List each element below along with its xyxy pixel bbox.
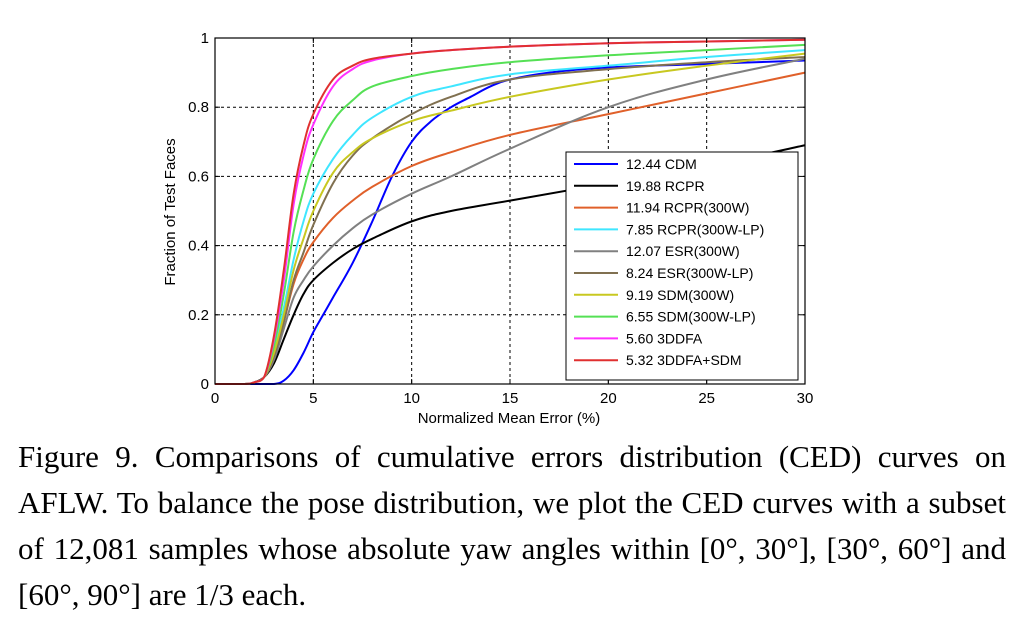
legend-label-12-07-esr-300w: 12.07 ESR(300W) (626, 243, 740, 259)
legend-label-6-55-sdm-300w-lp: 6.55 SDM(300W-LP) (626, 309, 756, 325)
y-tick-label: 0 (201, 376, 209, 393)
y-axis-title: Fraction of Test Faces (162, 138, 179, 285)
x-tick-label: 5 (309, 390, 317, 407)
legend-label-12-44-cdm: 12.44 CDM (626, 156, 697, 172)
x-tick-label: 15 (502, 390, 519, 407)
y-tick-label: 1 (201, 30, 209, 47)
legend-label-8-24-esr-300w-lp: 8.24 ESR(300W-LP) (626, 265, 753, 281)
series-line-5-32-3ddfa-sdm (214, 38, 806, 385)
x-tick-label: 25 (698, 390, 715, 407)
series-line-12-44-cdm (214, 59, 806, 385)
y-tick-label: 0.2 (188, 307, 209, 324)
legend-label-7-85-rcpr-300w-lp: 7.85 RCPR(300W-LP) (626, 221, 764, 237)
x-tick-label: 10 (403, 390, 420, 407)
x-tick-label: 20 (600, 390, 617, 407)
x-tick-label: 0 (211, 390, 219, 407)
legend-box (565, 151, 799, 381)
y-tick-label: 0.4 (188, 238, 209, 255)
figure-caption: Figure 9. Comparisons of cumulative erro… (18, 439, 1006, 612)
legend-label-9-19-sdm-300w: 9.19 SDM(300W) (626, 287, 734, 303)
series-lines (214, 38, 806, 385)
x-tick-label: 30 (797, 390, 814, 407)
axis-ticks: 0 5 10 15 20 25 30 0 0.2 0.4 0.6 0.8 1 (188, 30, 813, 407)
y-tick-label: 0.6 (188, 168, 209, 185)
ced-chart: 0 5 10 15 20 25 30 0 0.2 0.4 0.6 0.8 1 Normalized Me… (162, 30, 813, 427)
legend-label-19-88-rcpr: 19.88 RCPR (626, 178, 705, 194)
legend: 12.44 CDM 19.88 RCPR 11.94 RCPR(300W) 7.85 … (565, 151, 799, 381)
legend-label-5-60-3ddfa: 5.60 3DDFA (626, 330, 703, 346)
y-tick-label: 0.8 (188, 99, 209, 116)
legend-label-11-94-rcpr-300w: 11.94 RCPR(300W) (626, 200, 749, 216)
x-axis-title: Normalized Mean Error (%) (418, 410, 601, 427)
legend-label-5-32-3ddfa-sdm: 5.32 3DDFA+SDM (626, 352, 742, 368)
